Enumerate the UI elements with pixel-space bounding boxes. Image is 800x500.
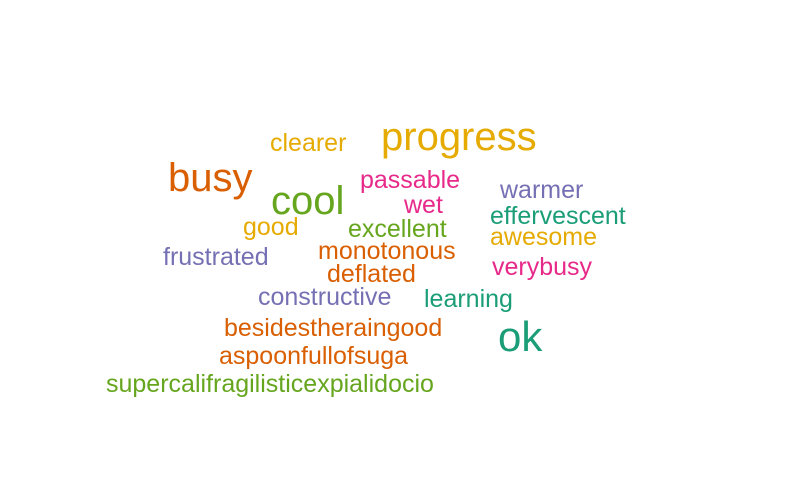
word-good: good [243,213,299,241]
word-verybusy: verybusy [492,253,593,281]
word-frustrated: frustrated [163,243,269,271]
word-passable: passable [360,166,460,194]
word-besidestheraingood: besidestheraingood [224,314,442,342]
word-effervescent: effervescent [490,202,626,230]
word-deflated: deflated [327,260,416,288]
word-progress: progress [381,115,537,159]
word-ok: ok [498,313,543,360]
word-learning: learning [424,285,513,313]
word-constructive: constructive [258,283,391,311]
word-aspoonfullofsuga: aspoonfullofsuga [219,342,408,370]
word-busy: busy [168,156,253,200]
word-warmer: warmer [499,176,583,204]
word-clearer: clearer [270,129,346,157]
word-wet: wet [403,191,443,219]
word-supercalifragilisticexpialidocio: supercalifragilisticexpialidocio [106,370,434,398]
word-cool: cool [271,179,344,223]
word-monotonous: monotonous [318,237,456,265]
word-awesome: awesome [490,223,597,251]
word-excellent: excellent [348,215,447,243]
